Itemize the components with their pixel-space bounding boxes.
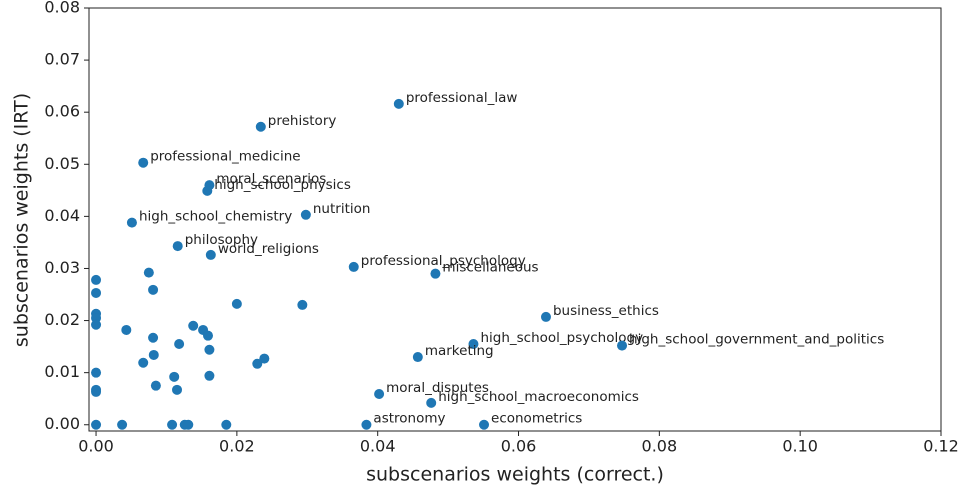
- point-label: moral_scenarios: [216, 171, 326, 187]
- point: [361, 419, 372, 430]
- point: [204, 370, 215, 381]
- x-axis-label: subscenarios weights (correct.): [366, 464, 664, 486]
- point-label: marketing: [425, 343, 494, 359]
- point: [202, 185, 213, 196]
- point: [204, 344, 215, 355]
- point: [393, 98, 404, 109]
- x-tick-label: 0.12: [923, 437, 959, 456]
- point-label: moral_disputes: [386, 380, 489, 396]
- point-label: high_school_government_and_politics: [629, 332, 884, 348]
- point-label: miscellaneous: [442, 260, 538, 276]
- point: [183, 419, 194, 430]
- point: [412, 352, 423, 363]
- point: [91, 419, 102, 430]
- point: [138, 157, 149, 168]
- x-tick-label: 0.04: [360, 437, 396, 456]
- point: [259, 353, 270, 364]
- point-label: astronomy: [373, 411, 445, 427]
- point: [169, 371, 180, 382]
- point: [143, 267, 154, 278]
- point: [479, 419, 490, 430]
- point: [252, 358, 263, 369]
- plot-frame: [88, 7, 942, 432]
- y-tick-label: 0.00: [44, 414, 80, 433]
- point: [91, 274, 102, 285]
- point-label: high_school_macroeconomics: [438, 389, 639, 405]
- point-label: prehistory: [268, 113, 337, 129]
- point: [221, 419, 232, 430]
- point: [91, 319, 102, 330]
- point-label: high_school_physics: [214, 177, 351, 193]
- y-tick-label: 0.08: [44, 0, 80, 17]
- y-axis-label: subscenarios weights (IRT): [11, 93, 33, 347]
- point-label: high_school_psychology: [480, 330, 643, 346]
- point: [172, 384, 183, 395]
- point: [150, 380, 161, 391]
- point: [426, 397, 437, 408]
- x-tick-label: 0.10: [782, 437, 818, 456]
- point-label: professional_psychology: [361, 253, 526, 269]
- point: [188, 320, 199, 331]
- point: [540, 311, 551, 322]
- point: [126, 217, 137, 228]
- y-tick-label: 0.01: [44, 362, 80, 381]
- point-label: business_ethics: [553, 303, 659, 319]
- point: [174, 339, 185, 350]
- point: [300, 209, 311, 220]
- point-label: nutrition: [313, 201, 371, 217]
- point: [172, 241, 183, 252]
- x-tick-label: 0.06: [501, 437, 537, 456]
- point-label: high_school_chemistry: [139, 209, 292, 225]
- x-tick-label: 0.00: [78, 437, 114, 456]
- point: [138, 357, 149, 368]
- point: [91, 367, 102, 378]
- point: [91, 287, 102, 298]
- point: [167, 419, 178, 430]
- point-label: professional_law: [406, 90, 518, 106]
- point: [148, 332, 159, 343]
- point: [374, 389, 385, 400]
- y-tick-label: 0.04: [44, 206, 80, 225]
- point: [117, 419, 128, 430]
- point: [348, 261, 359, 272]
- point: [121, 324, 132, 335]
- y-tick-label: 0.02: [44, 310, 80, 329]
- y-tick-label: 0.03: [44, 258, 80, 277]
- point-label: professional_medicine: [150, 149, 300, 165]
- y-tick-label: 0.06: [44, 102, 80, 121]
- point: [297, 299, 308, 310]
- point: [205, 249, 216, 260]
- point-label: philosophy: [185, 232, 258, 248]
- x-tick-label: 0.02: [219, 437, 255, 456]
- point: [430, 268, 441, 279]
- y-tick-label: 0.05: [44, 154, 80, 173]
- point: [148, 349, 159, 360]
- point-label: world_religions: [218, 241, 319, 257]
- y-tick-label: 0.07: [44, 50, 80, 69]
- point: [255, 121, 266, 132]
- point: [202, 330, 213, 341]
- point: [91, 386, 102, 397]
- point: [231, 298, 242, 309]
- point-label: econometrics: [491, 411, 582, 427]
- point: [617, 340, 628, 351]
- point: [148, 284, 159, 295]
- point: [468, 339, 479, 350]
- x-tick-label: 0.08: [642, 437, 678, 456]
